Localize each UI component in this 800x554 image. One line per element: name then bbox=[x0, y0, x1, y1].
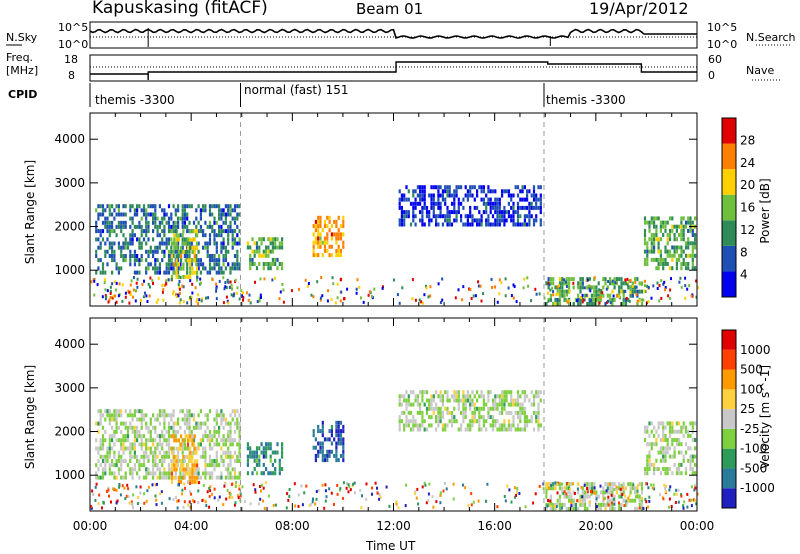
velocity-feature-4 bbox=[398, 390, 542, 432]
freq-panel-frame bbox=[89, 54, 698, 82]
x-tick-label-4: 16:00 bbox=[477, 519, 512, 533]
power-colorbar-tick-4: 12 bbox=[740, 223, 755, 237]
velocity-colorbar-seg-2 bbox=[722, 448, 736, 469]
power-feature-0 bbox=[95, 204, 241, 275]
velocity-ytick-label-0: 1000 bbox=[54, 468, 85, 482]
velocity-colorbar-tick-0: 1000 bbox=[740, 343, 771, 357]
velocity-colorbar-tick-2: 100 bbox=[740, 382, 763, 396]
freq-tick-top: 18 bbox=[64, 53, 78, 66]
x-tick-label-0: 00:00 bbox=[73, 519, 108, 533]
power-colorbar-seg-4 bbox=[722, 169, 736, 195]
x-tick-label-6: 00:00 bbox=[680, 519, 715, 533]
power-feature-4 bbox=[398, 185, 542, 227]
x-axis-label: Time UT bbox=[366, 539, 416, 553]
velocity-colorbar-seg-5 bbox=[722, 389, 736, 410]
velocity-colorbar-seg-4 bbox=[722, 409, 736, 429]
power-ytick-label-3: 4000 bbox=[54, 132, 85, 146]
cpid-segment-1: themis -3300 bbox=[95, 93, 175, 107]
power-colorbar-tick-5: 8 bbox=[740, 245, 748, 259]
power-colorbar-seg-1 bbox=[722, 245, 736, 272]
velocity-colorbar-tick-5: -100 bbox=[740, 442, 767, 456]
power-colorbar-frame bbox=[721, 117, 737, 298]
velocity-colorbar-seg-1 bbox=[722, 468, 736, 489]
power-colorbar-tick-1: 24 bbox=[740, 156, 755, 170]
power-feature-1 bbox=[170, 229, 199, 279]
nave-tick-bottom: 0 bbox=[708, 69, 715, 82]
freq-line bbox=[90, 61, 697, 80]
velocity-feature-1 bbox=[170, 434, 199, 484]
x-tick-label-5: 20:00 bbox=[579, 519, 614, 533]
velocity-ytick-label-3: 4000 bbox=[54, 337, 85, 351]
nave-label: Nave bbox=[746, 64, 775, 77]
noise-sky-line bbox=[89, 28, 697, 39]
velocity-colorbar-seg-0 bbox=[722, 488, 736, 508]
nsearch-label: N.Search bbox=[746, 31, 796, 44]
freq-unit-label: [MHz] bbox=[6, 64, 39, 77]
velocity-colorbar-seg-8 bbox=[722, 330, 736, 350]
velocity-colorbar-seg-6 bbox=[722, 369, 736, 390]
power-colorbar-tick-2: 20 bbox=[740, 178, 755, 192]
nave-tick-top: 60 bbox=[708, 53, 722, 66]
power-colorbar-seg-2 bbox=[722, 220, 736, 246]
velocity-colorbar-frame bbox=[721, 329, 737, 509]
power-colorbar-tick-3: 16 bbox=[740, 201, 755, 215]
freq-tick-bottom: 8 bbox=[68, 69, 75, 82]
station-title: Kapuskasing (fitACF) bbox=[92, 0, 268, 18]
velocity-colorbar-tick-7: -1000 bbox=[740, 481, 775, 495]
velocity-colorbar-tick-6: -500 bbox=[740, 461, 767, 475]
velocity-colorbar-seg-3 bbox=[722, 428, 736, 449]
velocity-colorbar-tick-3: 25 bbox=[740, 402, 755, 416]
power-colorbar-seg-3 bbox=[722, 194, 736, 221]
velocity-ytick-label-2: 3000 bbox=[54, 381, 85, 395]
nsky-tick-bottom: 10^0 bbox=[58, 38, 89, 51]
cpid-segment-2: normal (fast) 151 bbox=[244, 83, 349, 97]
power-colorbar-seg-0 bbox=[722, 271, 736, 297]
power-colorbar-seg-5 bbox=[722, 143, 736, 170]
freq-label: Freq. bbox=[6, 51, 34, 64]
velocity-near-range-noise bbox=[90, 481, 699, 510]
cpid-segment-3: themis -3300 bbox=[546, 93, 626, 107]
power-colorbar-seg-6 bbox=[722, 118, 736, 144]
x-tick-label-3: 12:00 bbox=[376, 519, 411, 533]
velocity-colorbar-tick-4: -25 bbox=[740, 422, 760, 436]
power-ytick-label-0: 1000 bbox=[54, 263, 85, 277]
x-tick-label-2: 08:00 bbox=[275, 519, 310, 533]
power-colorbar-tick-6: 4 bbox=[740, 268, 748, 282]
beam-title: Beam 01 bbox=[356, 0, 424, 18]
power-ytick-label-1: 2000 bbox=[54, 220, 85, 234]
power-ytick-label-2: 3000 bbox=[54, 176, 85, 190]
velocity-feature-3 bbox=[312, 420, 345, 463]
x-tick-label-1: 04:00 bbox=[174, 519, 209, 533]
date-title: 19/Apr/2012 bbox=[589, 0, 689, 18]
velocity-feature-2 bbox=[246, 442, 284, 476]
power-colorbar-tick-0: 28 bbox=[740, 133, 755, 147]
velocity-feature-0 bbox=[95, 409, 241, 480]
noise-panel-frame bbox=[89, 21, 698, 49]
velocity-colorbar-tick-1: 500 bbox=[740, 363, 763, 377]
power-near-range-noise bbox=[90, 276, 699, 306]
nsearch-tick-bottom: 10^0 bbox=[707, 38, 738, 51]
power-feature-3 bbox=[312, 215, 345, 258]
nsky-tick-top: 10^5 bbox=[58, 21, 89, 34]
cpid-label: CPID bbox=[8, 88, 38, 101]
nsky-label: N.Sky bbox=[6, 31, 38, 44]
power-feature-2 bbox=[246, 237, 284, 271]
nsearch-tick-top: 10^5 bbox=[707, 21, 738, 34]
velocity-colorbar-seg-7 bbox=[722, 349, 736, 370]
velocity-ytick-label-1: 2000 bbox=[54, 425, 85, 439]
